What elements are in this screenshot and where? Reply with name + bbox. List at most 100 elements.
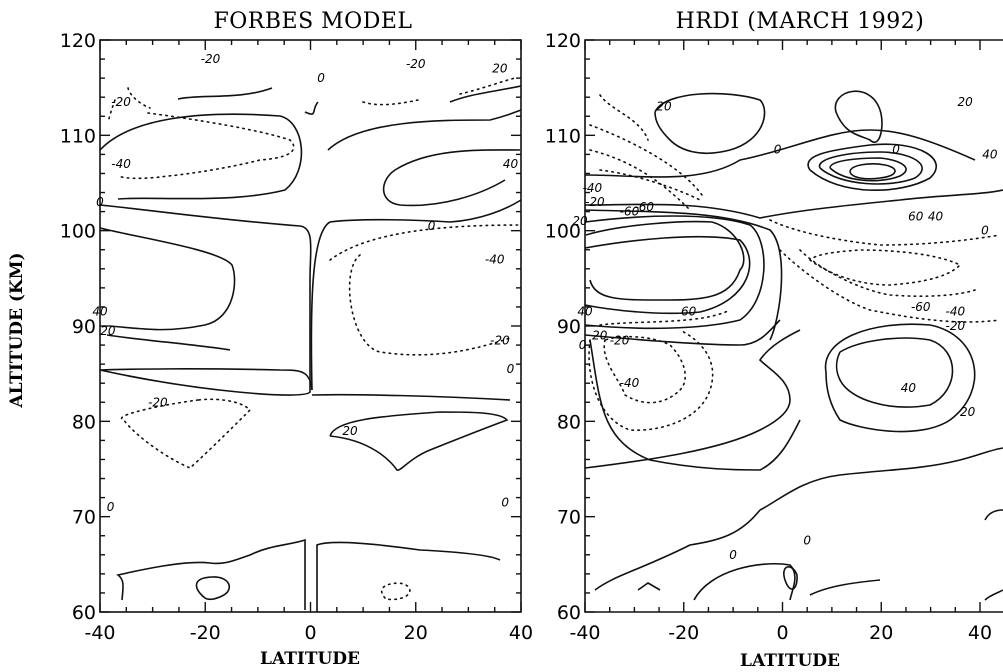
contour-label: -40 (485, 252, 505, 266)
contour-line (984, 509, 1003, 521)
contour-line (818, 151, 923, 185)
contour-line (195, 576, 231, 601)
contour-line (835, 337, 954, 408)
contour-line (585, 220, 745, 301)
contour-line (99, 368, 313, 391)
contour-label: 20 (572, 214, 588, 228)
contour-label: -20 (585, 195, 605, 209)
contour-line (759, 447, 1003, 511)
x-tick-label: 20 (869, 622, 893, 644)
contour-line (106, 334, 231, 351)
contour-label: -20 (406, 57, 426, 71)
x-tick-label: 40 (509, 622, 533, 644)
y-tick-label: 120 (60, 30, 96, 52)
contour-label: 0 (803, 534, 811, 548)
contour-label: 0 (981, 224, 989, 238)
contour-line (329, 224, 522, 261)
contour-label: -20 (201, 52, 221, 66)
contour-line (348, 254, 511, 356)
contour-line (311, 393, 511, 401)
contour-label: 0 (501, 495, 509, 509)
contour-line (584, 319, 781, 346)
contour-label: -40 (946, 305, 966, 319)
contour-label: 0 (579, 338, 587, 352)
contour-line (99, 227, 236, 331)
right-contour-lines (584, 90, 1003, 601)
left-contour-lines (99, 77, 522, 612)
contour-line (99, 113, 303, 200)
contour-line (769, 219, 1001, 246)
contour-line (329, 411, 509, 471)
contour-line (310, 199, 522, 391)
contour-line (304, 101, 319, 115)
contour-line (177, 87, 273, 100)
y-tick-label: 80 (72, 411, 96, 433)
x-tick-label: -40 (84, 622, 115, 644)
y-tick-label: 100 (545, 221, 581, 243)
contour-label: 0 (774, 143, 782, 157)
contour-label: 20 (958, 95, 974, 109)
contour-label: -60 (911, 300, 931, 314)
contour-line (459, 77, 516, 95)
x-tick-label: -20 (668, 622, 699, 644)
y-tick-label: 70 (557, 507, 581, 529)
y-tick-label: 110 (545, 125, 581, 147)
contour-line (107, 99, 116, 123)
contour-line (362, 99, 419, 106)
contour-line (589, 149, 691, 211)
contour-label: -60 (620, 205, 640, 219)
contour-line (637, 582, 661, 591)
contour-line (327, 109, 522, 151)
contour-line (824, 323, 976, 433)
contour-label: 20 (492, 62, 508, 76)
x-tick-label: -40 (569, 622, 600, 644)
contour-label: -20 (490, 333, 510, 347)
y-tick-label: 70 (72, 507, 96, 529)
left-axis-ticks (99, 39, 522, 613)
contour-line (799, 249, 976, 297)
y-tick-label: 100 (60, 221, 96, 243)
contour-line (603, 335, 686, 404)
contour-label: 40 (503, 157, 519, 171)
x-tick-label: 0 (776, 622, 788, 644)
y-axis-label: ALTITUDE (KM) (7, 252, 27, 408)
x-tick-label: 40 (968, 622, 992, 644)
y-tick-label: 90 (72, 316, 96, 338)
contour-line (807, 143, 937, 191)
contour-line (119, 112, 295, 180)
contour-line (127, 87, 151, 109)
contour-label: 20 (656, 100, 672, 114)
contour-line (120, 398, 252, 469)
contour-label: 0 (729, 548, 737, 562)
y-tick-label: 60 (557, 602, 581, 624)
left-tick-labels: 60 70 80 90 100 110 120 -40 -20 0 20 40 (60, 30, 533, 644)
contour-line (809, 249, 962, 286)
contour-line (594, 509, 761, 591)
contour-line (783, 566, 798, 590)
contour-line (654, 92, 766, 154)
contour-line (599, 94, 649, 141)
left-contour-labels: -20 -20 0 -20 20 -40 40 0 0 -40 40 20 -20 0 -20 20 0 0 (92, 52, 518, 514)
contour-line (588, 329, 714, 431)
contour-label: -20 (946, 319, 966, 333)
contour-label: -20 (111, 95, 131, 109)
contour-label: -40 (583, 181, 603, 195)
contour-label: 40 (901, 381, 917, 395)
contour-label: 0 (892, 143, 900, 157)
contour-line (589, 124, 703, 196)
contour-line (849, 163, 896, 180)
contour-line (382, 149, 521, 207)
y-tick-label: 110 (60, 125, 96, 147)
contour-line (834, 90, 883, 143)
contour-label: -40 (111, 157, 131, 171)
contour-line (99, 204, 312, 396)
contour-label: 0 (317, 71, 325, 85)
y-tick-label: 60 (72, 602, 96, 624)
contour-label: -20 (148, 395, 168, 409)
contour-line (584, 399, 791, 469)
right-axis-ticks (584, 39, 981, 613)
